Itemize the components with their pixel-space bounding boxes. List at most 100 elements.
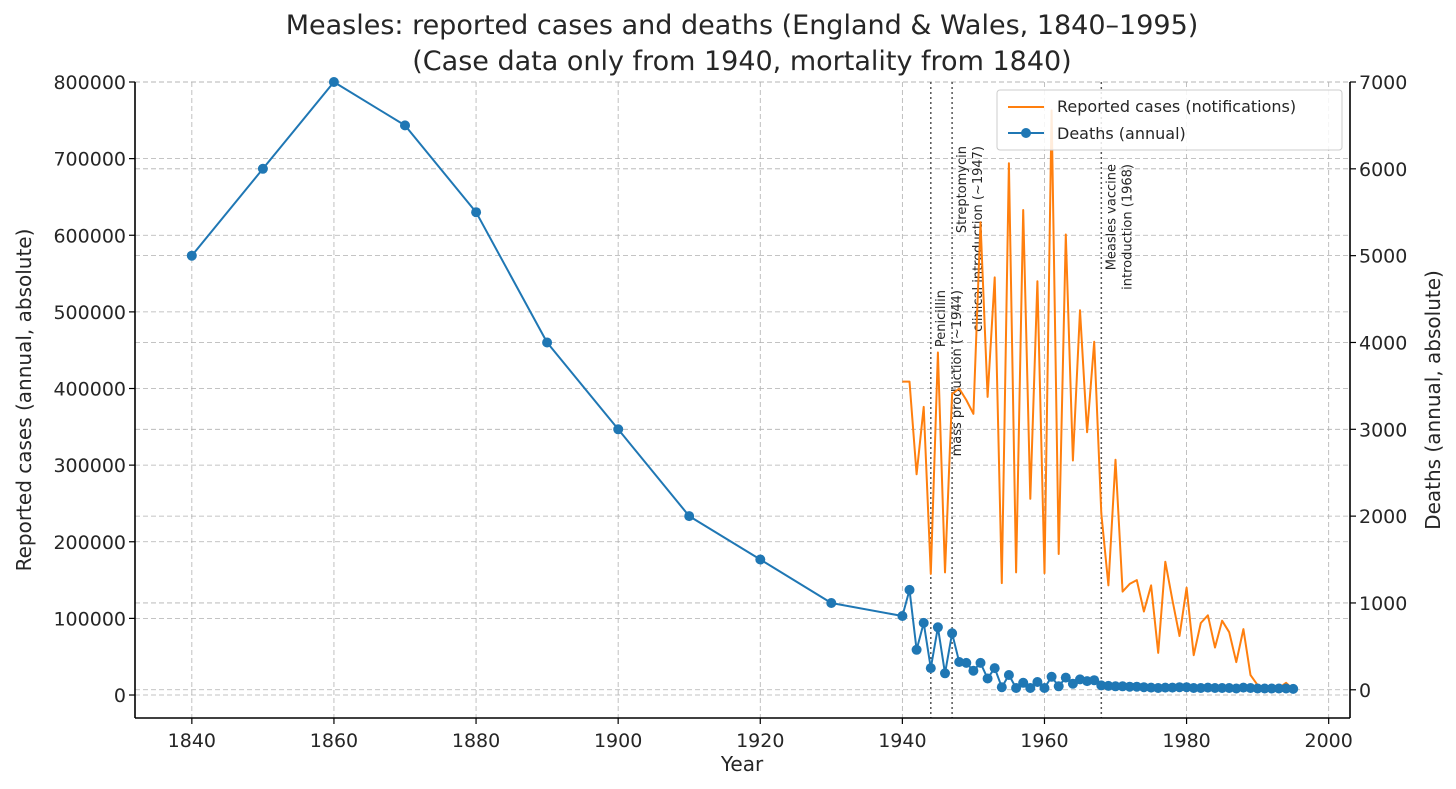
y-left-tick-label: 600000 — [53, 225, 126, 247]
deaths-data-point — [925, 663, 936, 674]
series-group — [186, 77, 1299, 694]
deaths-data-point — [1288, 683, 1299, 694]
legend: Reported cases (notifications) Deaths (a… — [996, 89, 1343, 151]
deaths-data-point — [1273, 683, 1284, 694]
y-right-tick-label: 4000 — [1359, 332, 1407, 354]
deaths-data-point — [400, 120, 410, 131]
x-tick-label: 1880 — [452, 730, 500, 752]
deaths-data-point — [1046, 671, 1057, 682]
deaths-data-point — [684, 511, 695, 522]
deaths-data-point — [1011, 683, 1022, 693]
left-axis-label: Reported cases (annual, absolute) — [12, 229, 36, 572]
deaths-data-point — [911, 644, 922, 655]
x-tick-label: 1860 — [310, 730, 358, 752]
deaths-data-point — [1103, 680, 1114, 691]
deaths-data-point — [1167, 682, 1178, 693]
y-left-tick-label: 300000 — [53, 455, 126, 477]
deaths-data-point — [1025, 683, 1036, 693]
deaths-data-point — [755, 554, 766, 565]
deaths-data-point — [897, 611, 908, 621]
y-right-tick-label: 0 — [1359, 680, 1371, 702]
deaths-data-point — [1153, 683, 1164, 693]
x-tick-label: 2000 — [1305, 730, 1353, 752]
deaths-data-point — [1060, 672, 1071, 683]
x-tick-label: 1840 — [168, 730, 216, 752]
y-left-tick-label: 800000 — [53, 72, 126, 94]
deaths-data-point — [1131, 681, 1142, 692]
deaths-data-point — [1217, 683, 1228, 693]
deaths-data-point — [1210, 683, 1220, 693]
deaths-data-point — [257, 163, 268, 174]
deaths-data-point — [1110, 681, 1121, 692]
deaths-data-point — [989, 663, 1000, 674]
deaths-data-point — [1238, 682, 1249, 693]
deaths-data-point — [1053, 681, 1064, 692]
deaths-data-point — [542, 337, 553, 348]
deaths-data-point — [1188, 683, 1199, 693]
deaths-data-point — [1281, 683, 1292, 694]
y-right-tick-label: 5000 — [1359, 246, 1407, 268]
y-right-tick-label: 3000 — [1359, 419, 1407, 441]
legend-cases-label: Reported cases (notifications) — [1057, 97, 1296, 116]
deaths-data-point — [961, 657, 972, 668]
tick-group: 1840 1860 1880 1900 1920 1940 1960 1980 2000 0 100… — [53, 72, 1407, 752]
legend-deaths-marker — [1021, 128, 1031, 138]
y-left-tick-label: 100000 — [53, 608, 126, 630]
deaths-data-point — [904, 584, 915, 595]
x-axis-label: Year — [720, 752, 764, 776]
annotation-label: Penicillin — [934, 290, 949, 347]
annotation-label: Measles vaccine — [1104, 164, 1119, 270]
annotation-label: Streptomycin — [955, 146, 970, 233]
x-tick-label: 1920 — [736, 730, 784, 752]
deaths-data-point — [613, 424, 624, 435]
y-left-tick-label: 500000 — [53, 302, 126, 324]
deaths-data-point — [1003, 670, 1014, 680]
y-left-tick-label: 400000 — [53, 379, 126, 401]
right-axis-label: Deaths (annual, absolute) — [1421, 270, 1445, 530]
chart-subtitle: (Case data only from 1940, mortality fro… — [412, 46, 1071, 77]
x-tick-label: 1900 — [594, 730, 642, 752]
deaths-data-point — [968, 665, 979, 676]
deaths-data-point — [1032, 677, 1043, 687]
deaths-data-point — [1124, 681, 1135, 692]
cases-series-line — [902, 109, 1294, 691]
deaths-data-point — [1089, 675, 1100, 686]
deaths-data-point — [982, 673, 993, 684]
y-right-tick-label: 6000 — [1359, 159, 1407, 181]
axes — [134, 82, 1351, 719]
deaths-data-point — [471, 207, 482, 218]
deaths-data-point — [1096, 680, 1107, 691]
y-left-tick-label: 0 — [114, 685, 126, 707]
x-tick-label: 1980 — [1162, 730, 1210, 752]
deaths-data-point — [186, 250, 197, 261]
deaths-data-point — [1018, 677, 1029, 688]
deaths-data-point — [1039, 683, 1050, 693]
deaths-data-point — [940, 668, 950, 679]
deaths-data-point — [826, 598, 837, 608]
annotation-label: introduction (1968) — [1120, 164, 1135, 290]
deaths-data-point — [1138, 682, 1149, 693]
x-tick-label: 1960 — [1020, 730, 1068, 752]
deaths-data-point — [1245, 683, 1256, 693]
deaths-data-point — [1174, 682, 1185, 693]
deaths-data-point — [1259, 683, 1270, 694]
deaths-data-point — [1146, 682, 1157, 693]
deaths-data-point — [1266, 683, 1277, 694]
deaths-data-point — [947, 628, 958, 639]
legend-deaths-label: Deaths (annual) — [1057, 124, 1186, 143]
grid — [135, 81, 1350, 718]
y-left-tick-label: 700000 — [53, 149, 126, 171]
x-tick-label: 1940 — [878, 730, 926, 752]
deaths-data-point — [996, 682, 1007, 693]
y-right-tick-label: 1000 — [1359, 593, 1407, 615]
chart-title: Measles: reported cases and deaths (Engl… — [286, 10, 1199, 41]
deaths-data-point — [1117, 681, 1128, 692]
deaths-data-point — [1224, 683, 1235, 693]
deaths-data-point — [932, 622, 943, 633]
y-right-tick-label: 2000 — [1359, 506, 1407, 528]
deaths-data-point — [1202, 682, 1213, 693]
deaths-data-point — [918, 617, 929, 628]
deaths-data-point — [1252, 683, 1263, 694]
legend-frame — [996, 89, 1343, 151]
